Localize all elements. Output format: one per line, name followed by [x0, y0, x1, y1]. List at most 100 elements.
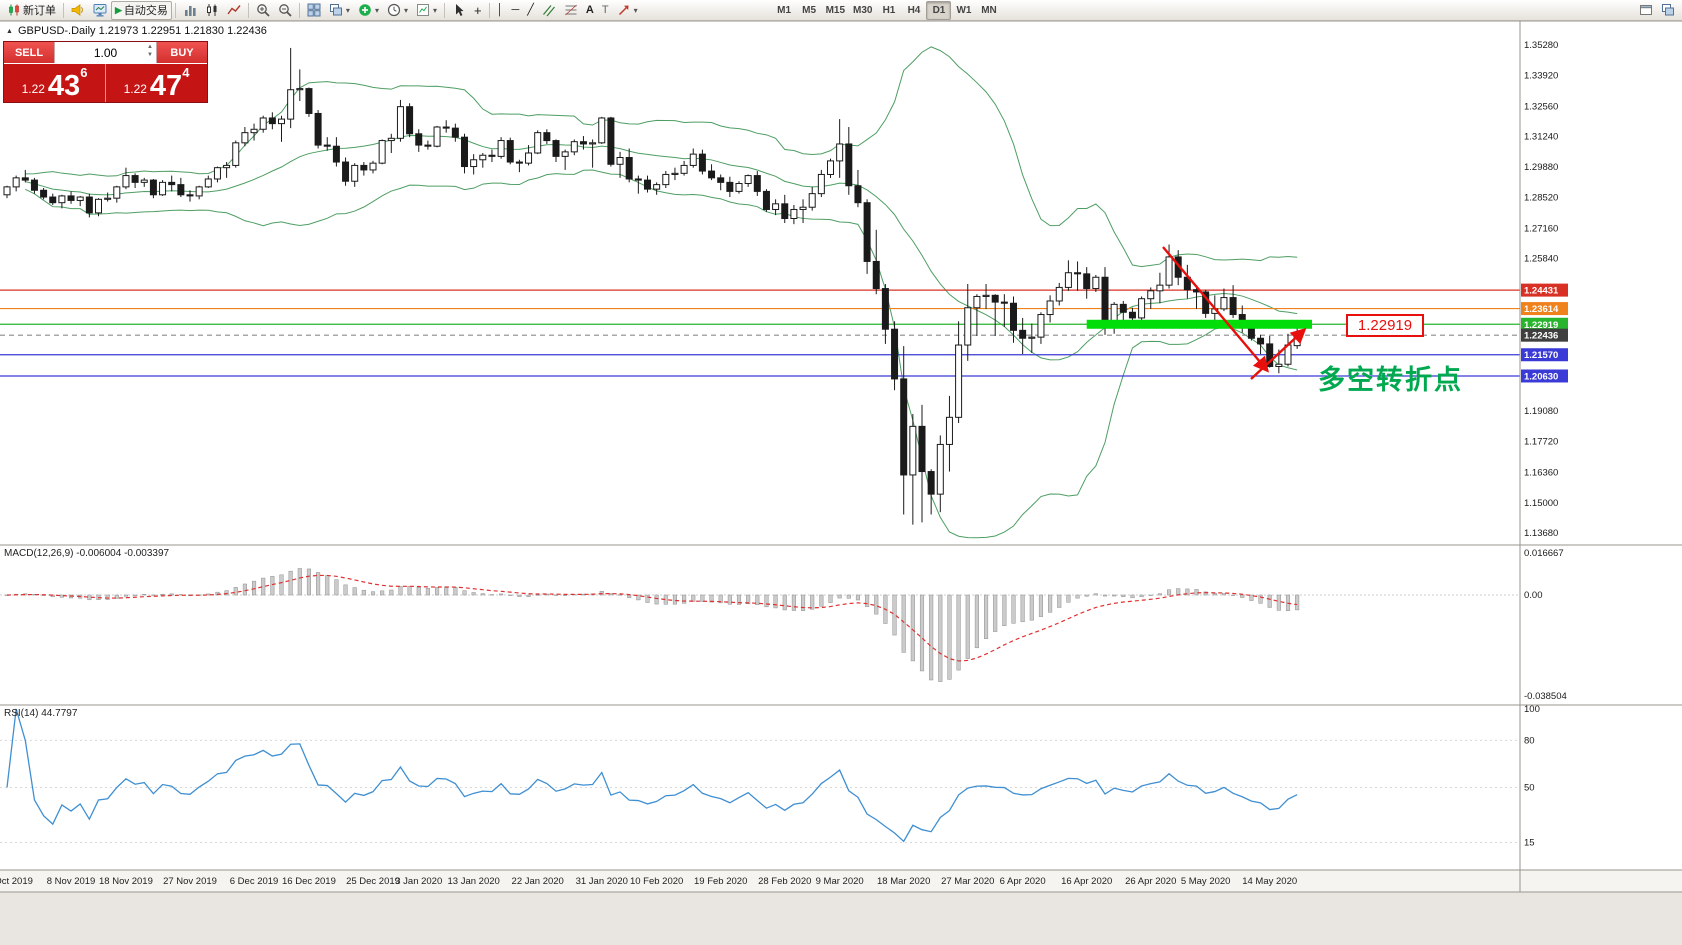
- bar-chart-button[interactable]: [179, 1, 201, 20]
- date-axis-label: 26 Apr 2020: [1125, 876, 1176, 887]
- channel-button[interactable]: [538, 1, 560, 20]
- price-axis-label: 1.15000: [1524, 498, 1558, 509]
- cascade-windows-button[interactable]: ▾: [325, 1, 354, 20]
- price-axis-label: 1.13680: [1524, 528, 1558, 539]
- trend-arrow[interactable]: [1250, 327, 1307, 380]
- price-level-badge: [1521, 328, 1568, 342]
- tf-mn-button[interactable]: MN: [976, 1, 1001, 20]
- auto-trading-button[interactable]: ▶ 自动交易: [111, 0, 172, 20]
- candle: [406, 103, 414, 138]
- price-axis-label: 1.25840: [1524, 253, 1558, 264]
- cursor-button[interactable]: [448, 1, 470, 20]
- support-zone-rect[interactable]: [1086, 319, 1312, 329]
- tf-w1-button-label: W1: [956, 4, 972, 16]
- buy-button[interactable]: BUY: [157, 42, 207, 63]
- arrows-button[interactable]: ▾: [613, 1, 642, 20]
- indicator-icon: [359, 4, 371, 16]
- candle: [488, 149, 496, 163]
- zoom-out-button[interactable]: [274, 1, 296, 20]
- candle: [122, 167, 130, 190]
- candle: [982, 284, 990, 309]
- candle: [433, 125, 441, 148]
- chart-window-button-1[interactable]: [1635, 1, 1657, 20]
- trendline-button[interactable]: ╱: [523, 1, 538, 20]
- rsi-axis-label: 100: [1524, 704, 1540, 715]
- tf-d1-button[interactable]: D1: [926, 0, 952, 20]
- rsi-axis-label: 15: [1524, 837, 1535, 848]
- price-level-badge-text: 1.20630: [1524, 371, 1558, 382]
- candle: [781, 194, 789, 224]
- line-chart-button[interactable]: [223, 1, 245, 20]
- price-annotation-label[interactable]: 1.22919: [1346, 314, 1424, 337]
- main-toolbar: 新订单 ▶ 自动交易 ▾ ▾ ▾ ▾ + │ ─ ╱ A T ▾ M1 M5 M15 M30 H1 H4 D1 W1 MN: [0, 0, 1682, 21]
- tf-m30-button-label: M30: [853, 4, 873, 16]
- toolbar-separator: [63, 2, 64, 18]
- chart-window-button-2[interactable]: [1657, 1, 1679, 20]
- line-chart-icon: [227, 5, 241, 15]
- price-level-badge: [1521, 302, 1568, 316]
- toolbar-right-group: [1635, 1, 1679, 20]
- label-button[interactable]: T: [598, 1, 613, 20]
- candle: [854, 169, 862, 208]
- candle: [927, 469, 935, 515]
- volume-spin-icons[interactable]: ▲ ▼: [147, 44, 153, 59]
- tf-m1-button-label: M1: [777, 4, 792, 16]
- trend-arrow[interactable]: [1162, 246, 1270, 373]
- candle: [351, 163, 359, 187]
- candle: [387, 133, 395, 153]
- horn-icon: [71, 4, 83, 16]
- spin-up-icon[interactable]: ▲: [147, 44, 153, 50]
- zoom-in-button[interactable]: [252, 1, 274, 20]
- buy-price-pipette: 4: [182, 65, 190, 80]
- bar-chart-icon: [184, 6, 196, 16]
- alerts-button[interactable]: [67, 1, 89, 20]
- buy-price-pips: 47: [149, 70, 183, 103]
- spin-down-icon[interactable]: ▼: [147, 51, 153, 58]
- sell-price-prefix: 1.22: [21, 82, 45, 96]
- candle: [369, 160, 377, 174]
- tf-h1-button[interactable]: H1: [876, 1, 901, 20]
- horizontal-line-button[interactable]: ─: [507, 1, 523, 20]
- text-button[interactable]: A: [582, 1, 598, 20]
- channel-icon: [542, 5, 555, 17]
- candle: [717, 174, 725, 191]
- date-axis-label: 27 Mar 2020: [941, 876, 994, 887]
- vertical-line-button[interactable]: │: [493, 1, 508, 20]
- templates-button[interactable]: ▾: [412, 1, 441, 20]
- candle: [1064, 260, 1072, 291]
- tile-icon: [307, 3, 321, 17]
- sell-price[interactable]: 1.22 43 6: [4, 64, 105, 102]
- candle: [708, 164, 716, 181]
- tf-m5-button[interactable]: M5: [797, 1, 822, 20]
- candle: [259, 115, 267, 133]
- fibonacci-button[interactable]: [560, 1, 582, 20]
- cascade-icon: [329, 4, 342, 16]
- tf-m1-button[interactable]: M1: [772, 1, 797, 20]
- candle: [872, 229, 880, 295]
- candle: [817, 169, 825, 198]
- tf-w1-button[interactable]: W1: [951, 1, 976, 20]
- crosshair-button[interactable]: +: [470, 1, 486, 20]
- terminal-button[interactable]: [89, 1, 111, 20]
- tile-windows-button[interactable]: [303, 1, 325, 20]
- collapse-panel-icon[interactable]: ▲: [6, 27, 13, 35]
- candle: [159, 180, 167, 196]
- candle: [909, 413, 917, 525]
- tf-m15-button[interactable]: M15: [822, 1, 849, 20]
- periods-button[interactable]: ▾: [383, 1, 412, 20]
- buy-price[interactable]: 1.22 47 4: [105, 64, 207, 102]
- candle: [451, 123, 459, 142]
- candle: [332, 137, 340, 167]
- candle: [506, 137, 514, 165]
- sell-button[interactable]: SELL: [4, 42, 54, 63]
- indicators-button[interactable]: ▾: [354, 1, 383, 20]
- candlestick-button[interactable]: [201, 1, 223, 20]
- tf-h4-button[interactable]: H4: [901, 1, 926, 20]
- tf-m30-button[interactable]: M30: [849, 1, 876, 20]
- price-level-badge-text: 1.22436: [1524, 331, 1558, 342]
- chinese-note-text: 多空转折点: [1318, 365, 1463, 395]
- vline-icon: │: [496, 3, 504, 16]
- new-order-button[interactable]: 新订单: [3, 1, 60, 20]
- volume-stepper[interactable]: 1.00 ▲ ▼: [54, 42, 157, 63]
